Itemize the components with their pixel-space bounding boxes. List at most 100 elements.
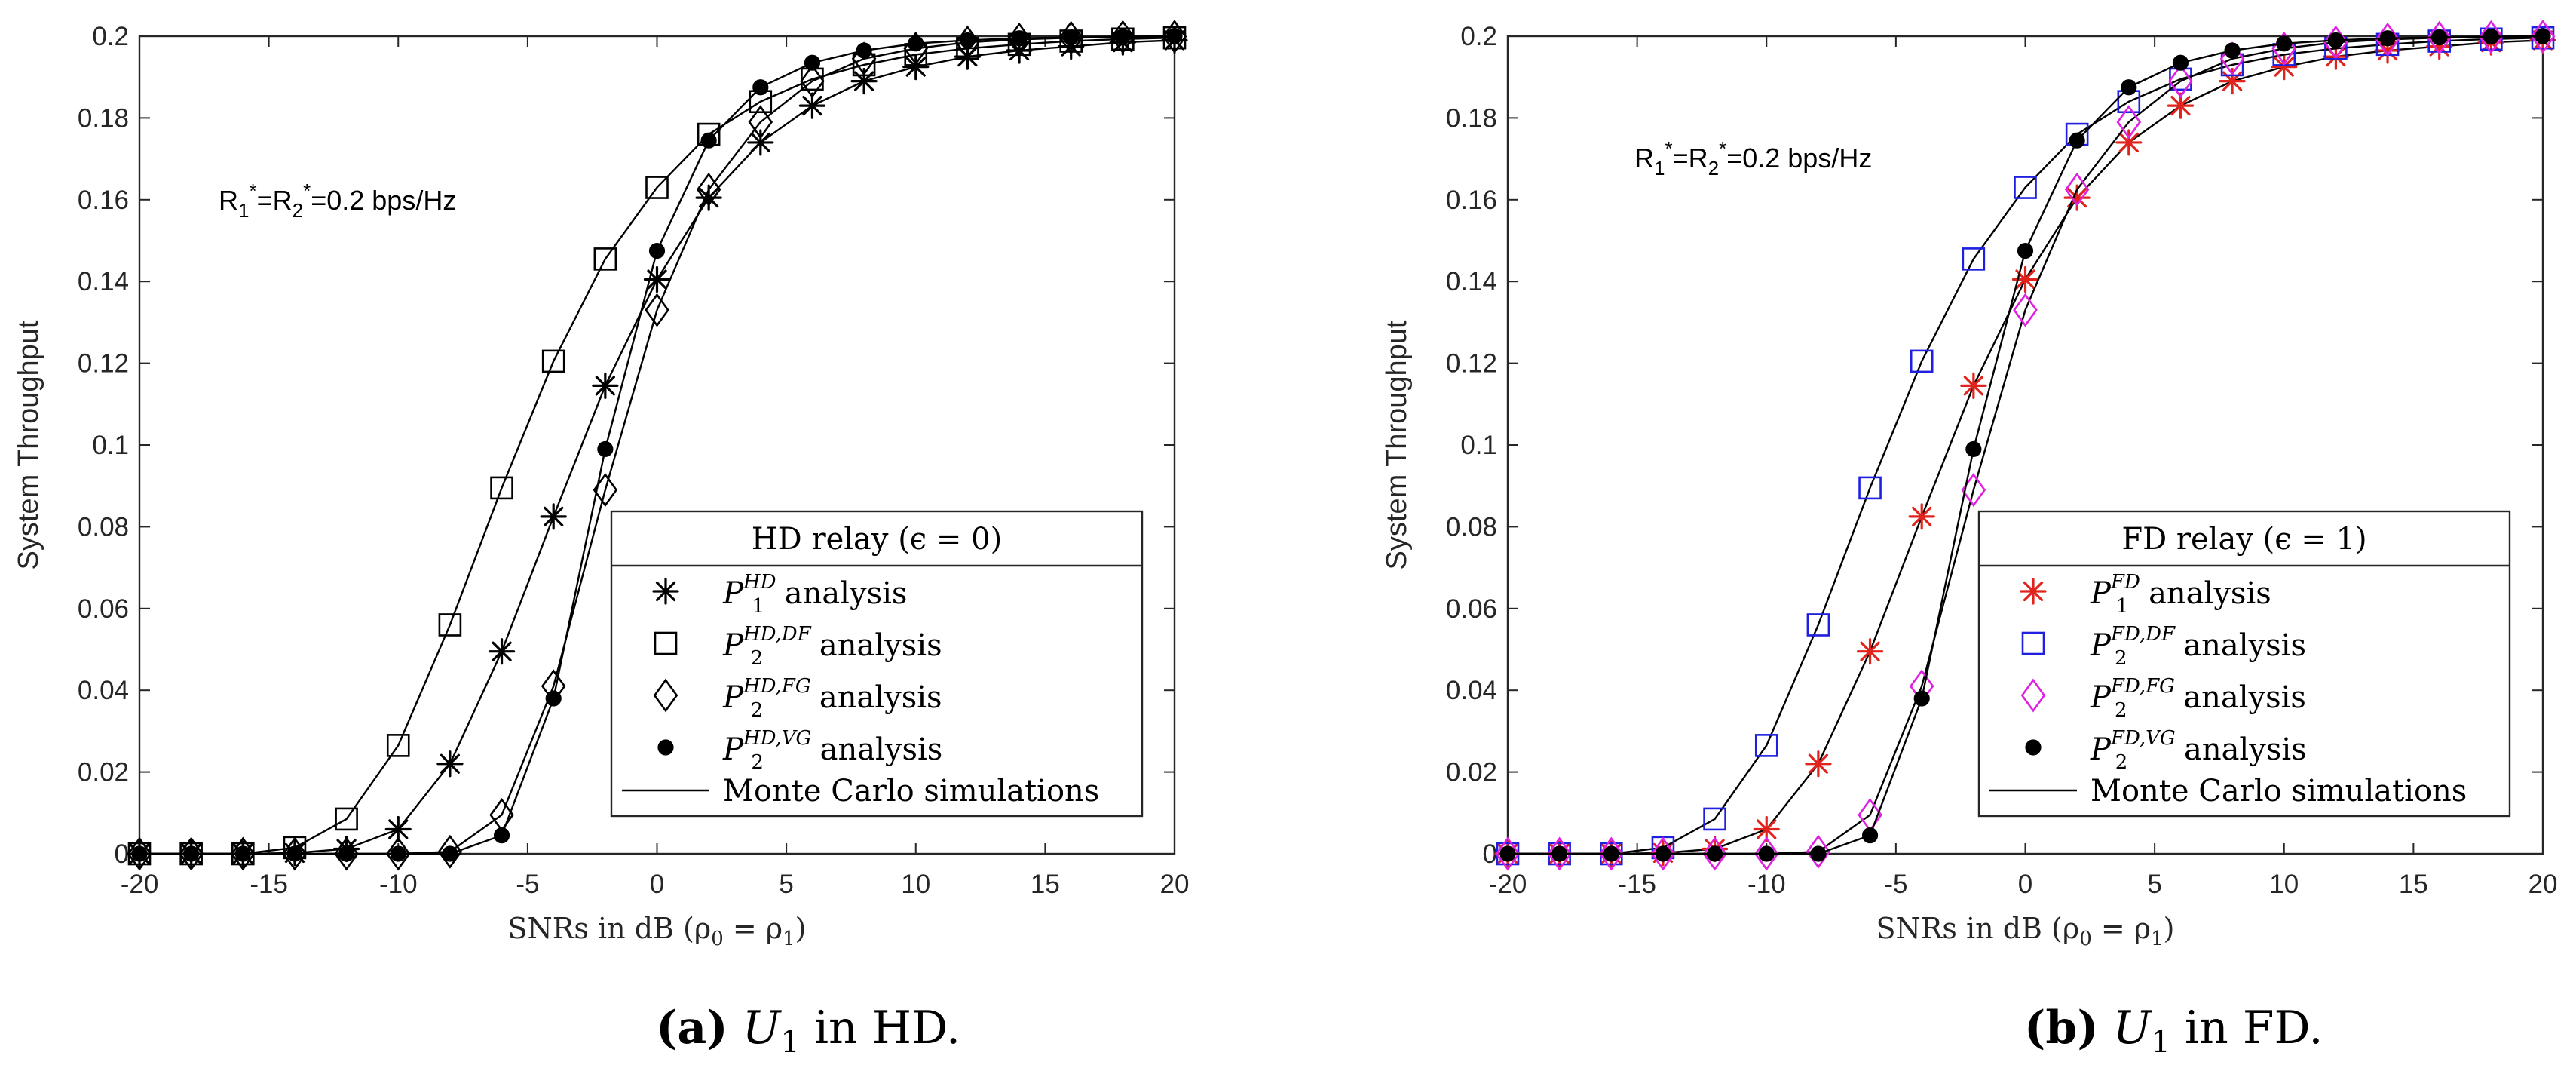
data-point xyxy=(390,845,406,862)
data-point xyxy=(1551,845,1568,862)
data-point xyxy=(1908,503,1935,530)
y-tick-label: 0.02 xyxy=(78,758,129,787)
x-tick-label: 10 xyxy=(2269,870,2299,899)
x-tick-label: -5 xyxy=(516,870,539,899)
data-point xyxy=(2276,35,2293,52)
data-point xyxy=(1910,349,1934,373)
simulation-line xyxy=(1508,36,2544,855)
x-tick-group: -20 -15 -10 -5 0 5 10 15 20 xyxy=(121,36,1189,899)
data-point xyxy=(442,845,458,862)
x-tick-label: -15 xyxy=(1618,870,1656,899)
legend-label-simulation: Monte Carlo simulations xyxy=(2091,774,2467,809)
data-point xyxy=(437,834,463,869)
y-tick-label: 0.2 xyxy=(92,22,129,51)
data-point xyxy=(645,176,669,199)
data-point xyxy=(1703,807,1726,831)
x-tick-label: 20 xyxy=(2529,870,2558,899)
y-tick-label: 0.12 xyxy=(1446,349,1497,379)
legend-box xyxy=(610,510,1144,818)
legend-marker-asterisk xyxy=(652,578,679,605)
data-point xyxy=(127,836,152,871)
data-point xyxy=(334,836,359,871)
data-point xyxy=(1114,28,1131,45)
data-point xyxy=(183,845,200,862)
data-point xyxy=(856,42,872,59)
y-tick-label: 0.1 xyxy=(1460,431,1497,460)
data-point xyxy=(1962,247,1986,271)
rate-annotation: R1*=R2*=0.2 bps/Hz xyxy=(1634,137,1872,180)
legend: FD relay (ϵ = 1) PFD 1 analysis PFD,DF 2 ana… xyxy=(1977,510,2511,818)
data-point xyxy=(2168,64,2193,99)
data-point xyxy=(1960,372,1987,400)
data-point xyxy=(1758,845,1775,862)
data-point xyxy=(2116,105,2142,140)
data-point xyxy=(335,807,358,831)
legend-label: PHD 1 analysis xyxy=(722,571,907,618)
legend-marker-square xyxy=(2021,631,2045,655)
data-point xyxy=(2427,20,2452,55)
y-tick-label: 0.2 xyxy=(1460,22,1497,51)
x-axis-label: SNRs in dB (ρ0 = ρ1) xyxy=(1876,912,2175,950)
panel-b-fd: -20 -15 -10 -5 0 5 10 15 2000.020.040.060.080.10… xyxy=(1381,20,2558,1060)
legend-label: PFD,DF 2 analysis xyxy=(2090,623,2306,670)
data-point xyxy=(597,440,614,457)
data-point xyxy=(493,827,510,844)
y-tick-label: 0.16 xyxy=(1446,186,1497,215)
data-point xyxy=(488,638,516,665)
legend-box xyxy=(1977,510,2511,818)
simulation-line xyxy=(139,36,1175,855)
legend-marker-asterisk xyxy=(2020,578,2047,605)
y-tick-label: 0.18 xyxy=(78,103,129,133)
data-point xyxy=(541,349,565,373)
data-point xyxy=(593,247,617,271)
data-point xyxy=(1805,750,1832,778)
y-tick-label: 0.12 xyxy=(78,349,129,379)
data-point xyxy=(748,105,773,140)
data-point xyxy=(1806,834,1831,869)
y-tick-group: 0 0.02 0.04 0.06 0.08 0.1 0.12 0.14 0.16 0.18 0.2 xyxy=(78,22,1175,869)
data-point xyxy=(700,132,717,149)
data-point xyxy=(1856,638,1884,665)
data-point xyxy=(545,690,562,707)
legend-label: PFD 1 analysis xyxy=(2090,571,2271,618)
data-point xyxy=(2172,54,2189,71)
legend-label: PFD,FG 2 analysis xyxy=(2090,675,2306,722)
data-point xyxy=(1006,22,1032,57)
data-point xyxy=(2530,20,2556,54)
legend-label: PHD,VG 2 analysis xyxy=(722,727,942,774)
y-tick-label: 0.06 xyxy=(1446,594,1497,624)
x-axis-label: SNRs in dB (ρ0 = ρ1) xyxy=(508,912,807,950)
data-point xyxy=(752,79,769,96)
data-point xyxy=(1913,690,1930,707)
data-point xyxy=(1754,734,1778,757)
data-point xyxy=(1598,836,1624,871)
x-tick-group: -20 -15 -10 -5 0 5 10 15 20 xyxy=(1489,36,2558,899)
data-point xyxy=(2224,42,2241,59)
data-point xyxy=(1806,613,1830,637)
legend-label: PHD,FG 2 analysis xyxy=(722,675,942,722)
data-point xyxy=(2017,242,2034,259)
y-tick-label: 0.04 xyxy=(78,676,129,705)
x-tick-label: 10 xyxy=(901,870,930,899)
y-tick-label: 0.08 xyxy=(78,512,129,542)
x-tick-label: 15 xyxy=(2399,870,2428,899)
data-point xyxy=(804,54,821,71)
data-point xyxy=(2014,176,2037,199)
data-point xyxy=(1861,827,1879,844)
panel-a-hd: -20 -15 -10 -5 0 5 10 15 2000.020.040.060.080.10… xyxy=(13,20,1189,1060)
data-point xyxy=(286,845,303,862)
data-point xyxy=(1707,845,1723,862)
y-tick-label: 0.04 xyxy=(1446,676,1497,705)
series-dot xyxy=(131,28,1183,862)
legend-marker-diamond xyxy=(2020,678,2046,713)
subfigure-caption: (a) U1 in HD. xyxy=(656,1002,960,1060)
data-point xyxy=(1858,476,1882,500)
data-point xyxy=(234,845,251,862)
data-point xyxy=(798,92,826,119)
legend-marker-square xyxy=(654,631,678,655)
legend-marker-diamond xyxy=(653,678,678,713)
data-point xyxy=(851,41,877,76)
data-point xyxy=(1063,29,1080,46)
data-point xyxy=(436,750,464,778)
